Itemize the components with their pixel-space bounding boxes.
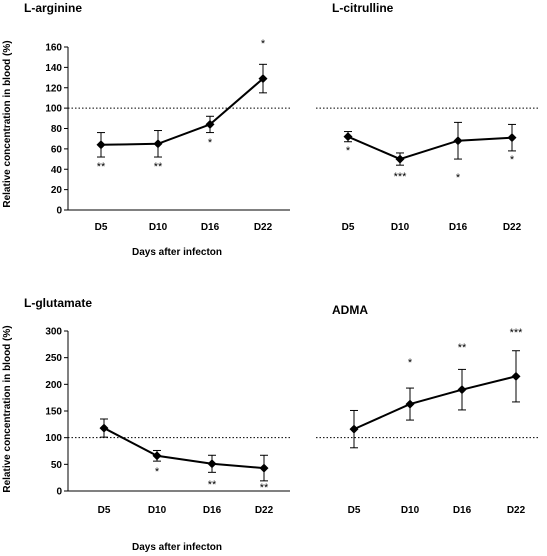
data-point-marker — [258, 74, 268, 84]
data-point-marker — [507, 133, 517, 143]
x-tick-label: D22 — [507, 505, 526, 516]
data-point-marker — [395, 154, 405, 164]
x-tick-label: D10 — [391, 222, 410, 233]
series-line — [347, 135, 513, 161]
x-tick-label: D16 — [201, 222, 220, 233]
data-point-marker — [343, 132, 353, 142]
data-point-marker — [152, 451, 162, 461]
significance-marker: *** — [394, 171, 408, 183]
x-tick-label: D22 — [503, 222, 522, 233]
data-point-marker — [457, 385, 467, 395]
x-tick-label: D5 — [348, 505, 361, 516]
significance-marker: * — [510, 154, 515, 166]
panel-title-glutamate: L-glutamate — [24, 296, 92, 310]
data-point-marker — [453, 136, 463, 146]
y-tick-label: 60 — [51, 144, 63, 155]
x-tick-label: D10 — [401, 505, 420, 516]
y-tick-label: 50 — [51, 460, 63, 471]
significance-marker: * — [456, 172, 461, 184]
data-point-marker — [205, 119, 215, 129]
y-tick-label: 200 — [45, 380, 62, 391]
series-line — [103, 427, 265, 470]
series-line — [100, 77, 264, 146]
significance-marker: * — [261, 38, 266, 50]
y-tick-label: 100 — [45, 433, 62, 444]
y-tick-label: 20 — [51, 185, 63, 196]
significance-marker: * — [408, 357, 413, 369]
significance-marker: ** — [97, 161, 106, 173]
panel-adma: D5 D10 D16 D22****** — [316, 327, 540, 516]
x-tick-label: D10 — [149, 222, 168, 233]
y-tick-label: 0 — [56, 487, 62, 498]
x-tick-label: D16 — [449, 222, 468, 233]
x-tick-label: D5 — [98, 505, 111, 516]
significance-marker: *** — [510, 327, 524, 339]
y-tick-label: 100 — [45, 104, 62, 115]
x-tick-label: D16 — [203, 505, 222, 516]
y-axis-label-top: Relative concentration in blood (%) — [2, 40, 13, 207]
y-tick-label: 120 — [45, 83, 62, 94]
data-point-marker — [511, 371, 521, 381]
x-tick-label: D10 — [148, 505, 167, 516]
significance-marker: ** — [208, 479, 217, 491]
y-tick-label: 300 — [45, 327, 62, 338]
data-point-marker — [259, 463, 269, 473]
data-point-marker — [96, 140, 106, 150]
y-tick-label: 140 — [45, 63, 62, 74]
data-point-marker — [99, 423, 109, 433]
data-point-marker — [153, 139, 163, 149]
data-point-marker — [207, 459, 217, 469]
y-tick-label: 250 — [45, 353, 62, 364]
y-tick-label: 80 — [51, 124, 63, 135]
data-point-marker — [349, 424, 359, 434]
x-tick-label: D5 — [95, 222, 108, 233]
y-tick-label: 40 — [51, 165, 63, 176]
significance-marker: * — [208, 137, 213, 149]
x-tick-label: D22 — [254, 222, 273, 233]
significance-marker: ** — [458, 342, 467, 354]
data-point-marker — [405, 399, 415, 409]
x-tick-label: D5 — [342, 222, 355, 233]
x-tick-label: D22 — [255, 505, 274, 516]
x-axis-label-bottom: Days after infecton — [132, 542, 222, 553]
significance-marker: ** — [260, 482, 269, 494]
series-line — [353, 375, 517, 431]
x-axis-label-top: Days after infecton — [132, 247, 222, 258]
panel-l-citrulline: D5 D10 D16 D22**** ** — [316, 107, 540, 233]
panel-title-citrulline: L-citrulline — [332, 1, 394, 15]
y-axis-label-bottom: Relative concentration in blood (%) — [2, 325, 13, 492]
y-tick-label: 160 — [45, 43, 62, 54]
significance-marker: * — [346, 145, 351, 157]
panel-title-arginine: L-arginine — [24, 1, 82, 15]
significance-marker: ** — [154, 161, 163, 173]
y-tick-label: 150 — [45, 407, 62, 418]
significance-marker: * — [155, 466, 160, 478]
panel-title-adma: ADMA — [332, 303, 368, 317]
y-tick-label: 0 — [56, 206, 62, 217]
x-tick-label: D16 — [453, 505, 472, 516]
